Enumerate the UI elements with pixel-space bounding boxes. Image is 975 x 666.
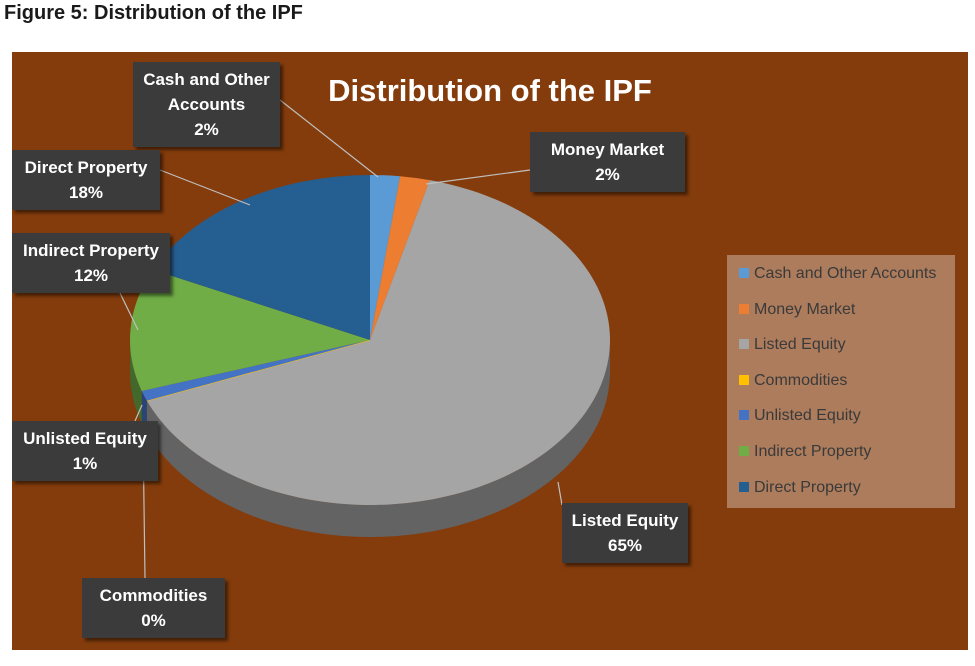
pie-slice xyxy=(152,175,370,340)
legend-swatch xyxy=(739,481,749,492)
data-label-value: 12% xyxy=(73,266,109,285)
leader-line xyxy=(425,169,531,185)
pie-slice xyxy=(146,180,610,506)
legend-swatch xyxy=(739,410,749,421)
leader-line xyxy=(159,169,251,206)
legend-item: Listed Equity xyxy=(739,336,846,354)
pie-slice xyxy=(370,176,430,340)
legend-label: Listed Equity xyxy=(754,336,846,354)
data-label-name: Indirect Property xyxy=(22,241,160,260)
leader-line xyxy=(134,404,143,422)
legend-item: Direct Property xyxy=(739,479,861,497)
figure-caption: Figure 5: Distribution of the IPF xyxy=(4,2,303,24)
legend-swatch xyxy=(739,446,749,456)
pie-slice xyxy=(141,340,370,401)
legend-swatch xyxy=(739,268,749,278)
legend-item: Money Market xyxy=(739,301,855,319)
leader-line xyxy=(557,481,563,506)
legend-item: Unlisted Equity xyxy=(739,407,861,425)
data-label-value: 1% xyxy=(72,454,98,473)
data-label: Unlisted Equity 1% xyxy=(12,421,158,481)
data-label-value: 18% xyxy=(68,183,104,202)
data-label-value: 2% xyxy=(595,165,620,184)
data-label: Money Market 2% xyxy=(530,132,685,192)
data-label-value: 2% xyxy=(194,120,219,139)
slice-side xyxy=(146,340,610,538)
legend-swatch xyxy=(739,303,749,314)
legend-label: Unlisted Equity xyxy=(754,407,861,425)
data-label-value: 65% xyxy=(607,536,643,555)
data-label: Indirect Property 12% xyxy=(12,233,170,293)
leader-line xyxy=(119,292,139,331)
data-label-name: Unlisted Equity xyxy=(23,429,147,448)
legend-label: Indirect Property xyxy=(754,443,872,460)
data-label: Cash and Other Accounts 2% xyxy=(133,62,280,147)
legend-label: Cash and Other Accounts xyxy=(754,265,937,282)
data-label-name: Direct Property xyxy=(24,158,148,177)
data-label: Direct Property 18% xyxy=(12,150,160,210)
legend-item: Indirect Property xyxy=(739,443,871,461)
data-label: Listed Equity 65% xyxy=(562,503,688,563)
data-label-name: Cash and Other Accounts xyxy=(143,70,270,114)
chart-title: Distribution of the IPF xyxy=(328,73,652,108)
pie-tops xyxy=(130,175,610,506)
pie-slice xyxy=(130,269,370,391)
data-label-name: Money Market xyxy=(550,140,665,159)
data-label-name: Listed Equity xyxy=(571,511,679,530)
legend-swatch xyxy=(739,339,749,350)
pie-slice xyxy=(370,175,401,340)
legend-label: Direct Property xyxy=(754,478,861,496)
legend-item: Commodities xyxy=(739,372,847,390)
legend-label: Commodities xyxy=(754,371,848,389)
legend: Cash and Other Accounts Money Market Liste… xyxy=(727,255,955,508)
slice-side xyxy=(130,340,142,423)
legend-label: Money Market xyxy=(754,300,856,318)
leader-lines xyxy=(119,99,563,579)
data-label-name: Commodities xyxy=(99,586,208,605)
data-label-value: 0% xyxy=(141,611,166,630)
legend-swatch xyxy=(739,374,749,385)
leader-line xyxy=(279,99,379,178)
legend-item: Cash and Other Accounts xyxy=(739,265,936,283)
data-label: Commodities 0% xyxy=(82,578,225,638)
pie-slice xyxy=(146,339,371,402)
